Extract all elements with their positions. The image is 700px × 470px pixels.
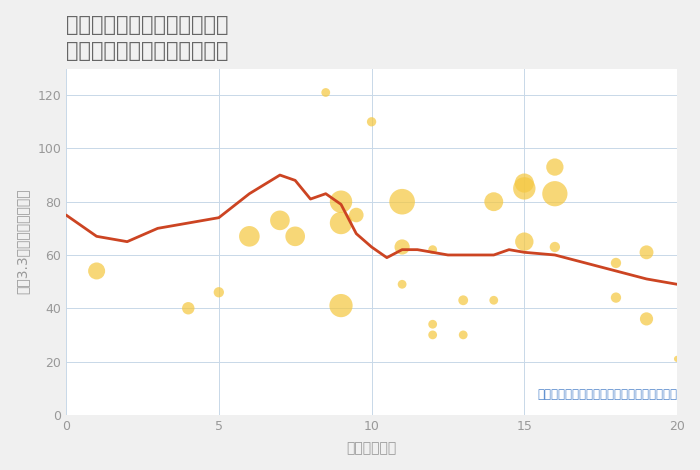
- Point: [214, 289, 225, 296]
- Text: 愛知県稲沢市平和町下三宅の
駅距離別中古マンション価格: 愛知県稲沢市平和町下三宅の 駅距離別中古マンション価格: [66, 15, 229, 62]
- Point: [290, 233, 301, 240]
- Point: [671, 355, 682, 363]
- Point: [519, 185, 530, 192]
- Y-axis label: 坪（3.3㎡）単価（万円）: 坪（3.3㎡）単価（万円）: [15, 189, 29, 295]
- Point: [335, 198, 346, 205]
- Point: [550, 163, 561, 171]
- Point: [91, 267, 102, 275]
- Point: [396, 198, 407, 205]
- Point: [641, 315, 652, 323]
- Text: 円の大きさは、取引のあった物件面積を示す: 円の大きさは、取引のあった物件面積を示す: [537, 388, 677, 401]
- Point: [458, 297, 469, 304]
- Point: [366, 118, 377, 125]
- X-axis label: 駅距離（分）: 駅距離（分）: [346, 441, 397, 455]
- Point: [335, 219, 346, 227]
- Point: [610, 259, 622, 267]
- Point: [427, 331, 438, 339]
- Point: [351, 211, 362, 219]
- Point: [183, 305, 194, 312]
- Point: [610, 294, 622, 301]
- Point: [641, 249, 652, 256]
- Point: [427, 321, 438, 328]
- Point: [458, 331, 469, 339]
- Point: [427, 246, 438, 253]
- Point: [244, 233, 255, 240]
- Point: [320, 89, 331, 96]
- Point: [519, 179, 530, 187]
- Point: [488, 297, 499, 304]
- Point: [335, 302, 346, 309]
- Point: [396, 243, 407, 251]
- Point: [488, 198, 499, 205]
- Point: [519, 238, 530, 245]
- Point: [550, 243, 561, 251]
- Point: [396, 281, 407, 288]
- Point: [550, 190, 561, 197]
- Point: [274, 217, 286, 224]
